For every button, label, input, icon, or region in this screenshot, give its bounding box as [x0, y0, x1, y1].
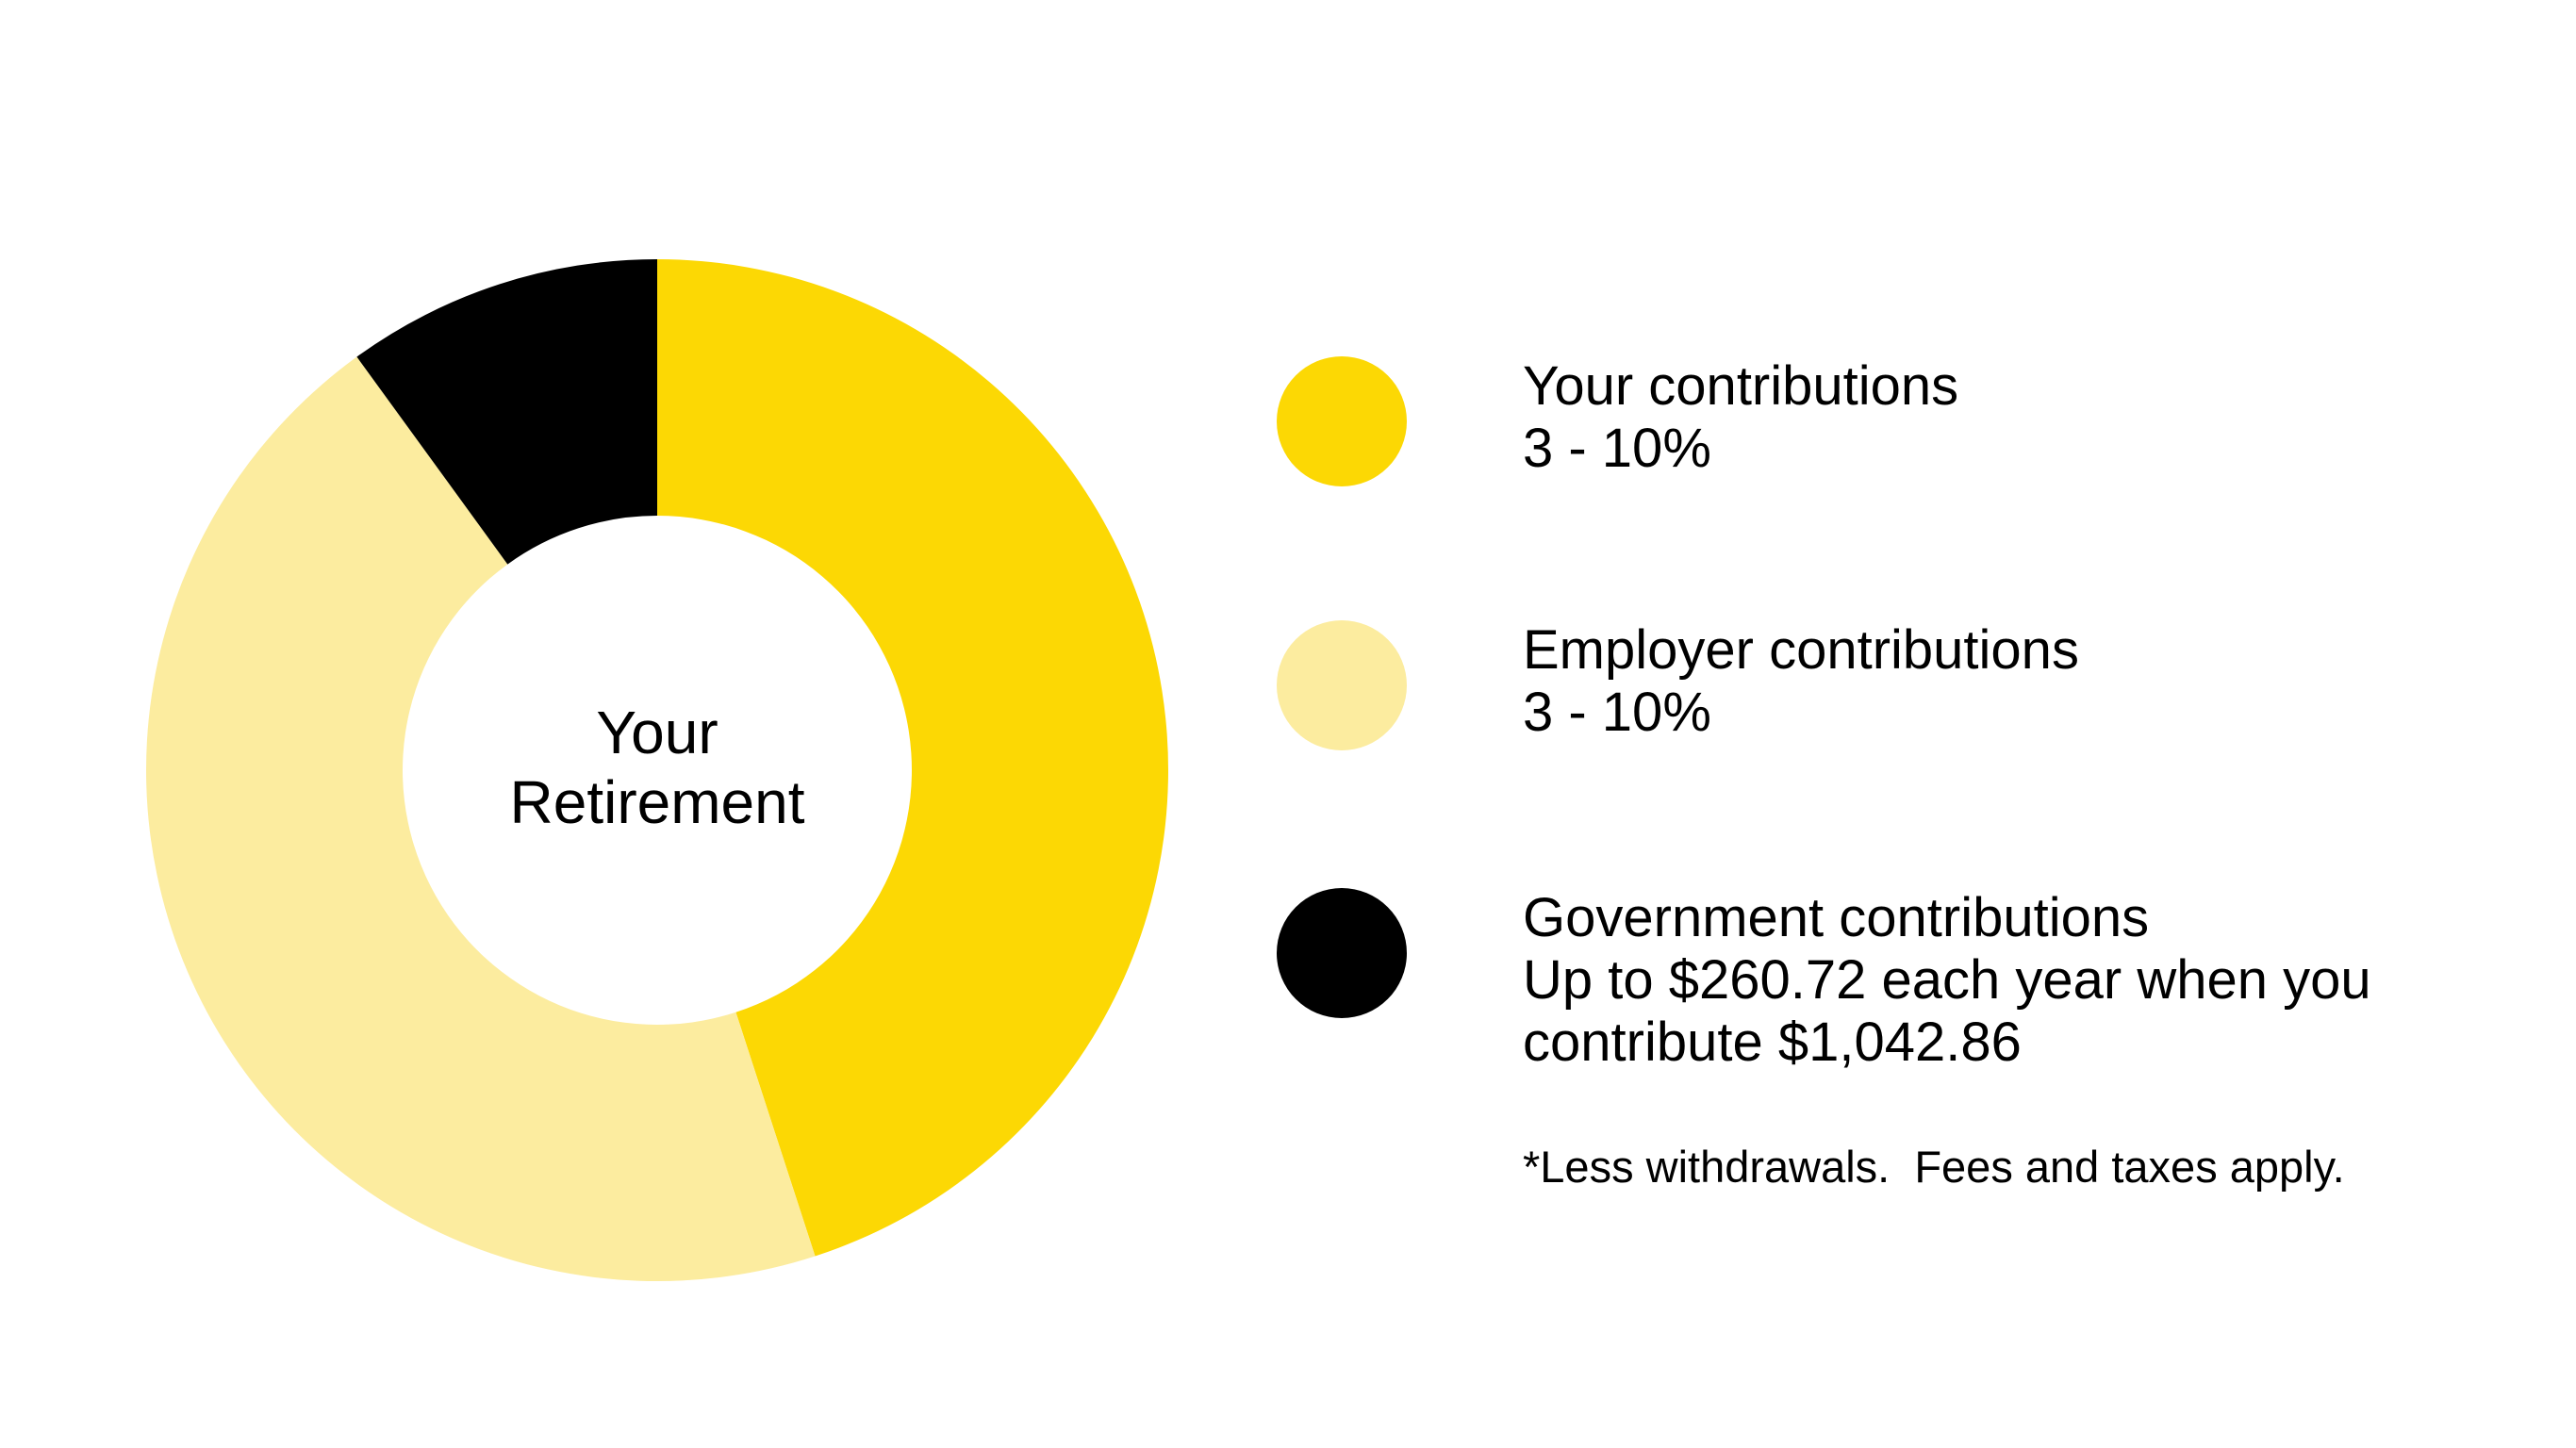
- legend-description: Up to $260.72 each year when you contrib…: [1523, 949, 2386, 1073]
- legend-label: Government contributions: [1523, 887, 2150, 948]
- donut-segment: [356, 259, 657, 565]
- donut-segment: [657, 259, 1169, 1257]
- donut-segment: [145, 356, 816, 1281]
- legend-swatch: [1277, 356, 1407, 486]
- legend-description: 3 - 10%: [1523, 682, 1711, 743]
- footnote: *Less withdrawals. Fees and taxes apply.: [1523, 1142, 2345, 1192]
- center-label: Your Retirement: [509, 699, 805, 836]
- legend-description: 3 - 10%: [1523, 418, 1711, 479]
- legend-swatch: [1277, 888, 1407, 1018]
- legend-label: Your contributions: [1523, 355, 1959, 417]
- legend-label: Employer contributions: [1523, 619, 2079, 681]
- legend-swatch: [1277, 620, 1407, 750]
